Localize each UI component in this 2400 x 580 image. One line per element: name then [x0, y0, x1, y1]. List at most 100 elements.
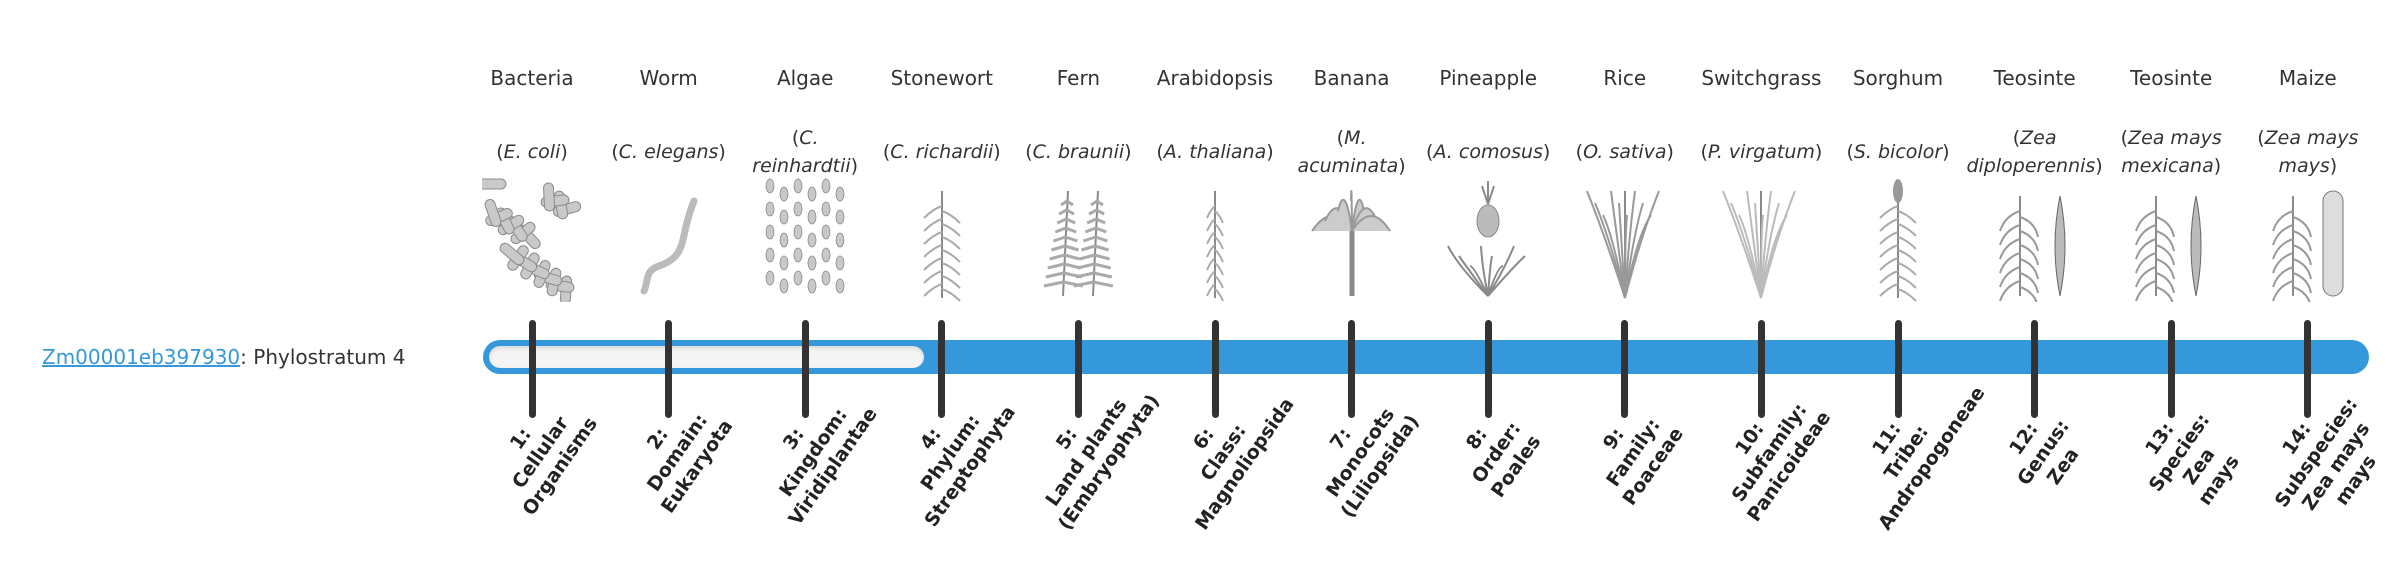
stratum-tick[interactable] [2304, 320, 2312, 418]
stratum-label: 9: Family: Poaceae [1561, 371, 1706, 535]
organism-scientific-name: (C. elegans) [601, 112, 737, 192]
gene-label: Zm00001eb397930: Phylostratum 4 [42, 340, 405, 374]
organism-scientific-name: (E. coli) [464, 112, 600, 192]
paren-close: ) [560, 141, 568, 163]
paren-close: ) [1666, 141, 1674, 163]
species-name: O. sativa [1583, 141, 1667, 163]
paren-close: ) [2095, 155, 2103, 177]
organism-common-name: Banana [1313, 66, 1390, 90]
paren-close: ) [1814, 141, 1823, 163]
arabidopsis-icon [1147, 176, 1283, 302]
phylostratum-bar [483, 340, 2369, 374]
species-name: Zea diploperennis [1966, 127, 2096, 177]
paren-open: ( [1846, 141, 1854, 163]
stratum-tick[interactable] [1484, 320, 1492, 418]
stratum-label: 6: Class: Magnoliopsida [1151, 371, 1299, 535]
fern-icon [1010, 176, 1146, 302]
organism-common-name: Worm [639, 66, 698, 90]
stratum-label: 13: Species: Zea mays [2107, 371, 2272, 549]
stratum-tick[interactable] [801, 320, 809, 418]
stratum-label: 1: Cellular Organisms [468, 371, 613, 535]
species-name: A. comosus [1433, 141, 1543, 163]
organism-scientific-name: (O. sativa) [1557, 112, 1693, 192]
paren-open: ( [496, 141, 504, 163]
organism-common-name: Fern [1056, 66, 1101, 90]
stratum-label: 3: Kingdom: Viridiplantae [741, 371, 886, 535]
paren-close: ) [850, 155, 859, 177]
stratum-label: 11: Tribe: Andropogoneae [1834, 371, 1989, 535]
paren-open: ( [1156, 141, 1164, 163]
organism-scientific-name: (Zea diploperennis) [1966, 112, 2103, 192]
paren-close: ) [1542, 141, 1551, 163]
stratum-label: 7: Monocots (Liliopsida) [1288, 371, 1433, 535]
stratum-label: 12: Genus: Zea [1971, 371, 2116, 535]
paren-open: ( [2120, 127, 2129, 149]
stratum-label: 10: Subfamily: Panicoideae [1697, 371, 1842, 535]
species-name: A. thaliana [1163, 141, 1267, 163]
paren-close: ) [718, 141, 726, 163]
stratum-tick[interactable] [1074, 320, 1082, 418]
organism-common-name: Maize [2278, 66, 2337, 90]
paren-open: ( [1700, 141, 1708, 163]
paren-open: ( [1025, 141, 1033, 163]
organism-scientific-name: (C. richardii) [874, 112, 1010, 192]
organism-common-name: Stonewort [890, 66, 993, 90]
organism-scientific-name: (P. virgatum) [1693, 112, 1829, 192]
organism-scientific-name: (Zea mays mexicana) [2103, 112, 2239, 192]
stratum-tick[interactable] [938, 320, 946, 418]
switchgrass-icon [1693, 176, 1829, 302]
bar-empty-portion [489, 346, 924, 368]
species-name: E. coli [503, 141, 561, 163]
paren-open: ( [2012, 127, 2021, 149]
organism-common-name: Teosinte [2130, 66, 2213, 90]
maize-icon [2240, 176, 2376, 308]
organism-common-name: Arabidopsis [1156, 66, 1274, 90]
stratum-label: 2: Domain: Eukaryota [605, 371, 750, 535]
stratum-tick[interactable] [1757, 320, 1765, 418]
organism-common-name: Algae [776, 66, 834, 90]
stratum-tick[interactable] [1211, 320, 1219, 418]
paren-open: ( [1336, 127, 1345, 149]
stratum-tick[interactable] [528, 320, 536, 418]
stratum-tick[interactable] [1621, 320, 1629, 418]
species-name: C. elegans [618, 141, 719, 163]
organism-scientific-name: (A. comosus) [1420, 112, 1556, 192]
stonewort-icon [874, 176, 1010, 302]
gene-link[interactable]: Zm00001eb397930 [42, 345, 241, 369]
stratum-tick[interactable] [665, 320, 673, 418]
organism-scientific-name: (Zea mays mays) [2240, 112, 2376, 192]
paren-close: ) [2329, 155, 2338, 177]
stratum-tick[interactable] [2031, 320, 2039, 418]
paren-open: ( [1426, 141, 1434, 163]
bacteria-icon [464, 176, 600, 305]
species-name: M. acuminata [1297, 127, 1399, 177]
worm-icon [601, 176, 737, 302]
organism-common-name: Switchgrass [1701, 66, 1822, 90]
sorghum-icon [1830, 176, 1966, 302]
pineapple-icon [1420, 176, 1556, 302]
paren-close: ) [1124, 141, 1132, 163]
stratum-tick[interactable] [2167, 320, 2175, 418]
species-name: C. braunii [1032, 141, 1125, 163]
species-name: C. reinhardtii [752, 127, 851, 177]
organism-scientific-name: (C. braunii) [1010, 112, 1146, 192]
paren-open: ( [882, 141, 891, 163]
paren-open: ( [2257, 127, 2265, 149]
paren-close: ) [1398, 155, 1406, 177]
stratum-tick[interactable] [1894, 320, 1902, 418]
species-name: Zea mays mexicana [2121, 127, 2222, 177]
organism-common-name: Pineapple [1439, 66, 1538, 90]
species-name: C. richardii [890, 141, 994, 163]
organism-scientific-name: (C. reinhardtii) [737, 112, 873, 192]
organism-scientific-name: (M. acuminata) [1284, 112, 1420, 192]
species-name: P. virgatum [1707, 141, 1815, 163]
organism-scientific-name: (A. thaliana) [1147, 112, 1283, 192]
stratum-label: 4: Phylum: Streptophyta [878, 371, 1023, 535]
paren-open: ( [1575, 141, 1584, 163]
organism-scientific-name: (S. bicolor) [1830, 112, 1966, 192]
stratum-label: 8: Order: Poales [1424, 371, 1569, 535]
banana-icon [1284, 176, 1420, 302]
stratum-tick[interactable] [1348, 320, 1356, 418]
paren-close: ) [1266, 141, 1274, 163]
paren-open: ( [791, 127, 800, 149]
